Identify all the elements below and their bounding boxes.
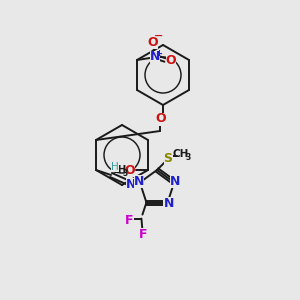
Text: N: N bbox=[164, 197, 174, 210]
Text: N: N bbox=[150, 50, 160, 64]
Text: H: H bbox=[111, 162, 119, 172]
Text: O: O bbox=[166, 53, 176, 67]
Text: +: + bbox=[155, 49, 163, 58]
Text: F: F bbox=[125, 214, 134, 227]
Text: −: − bbox=[154, 31, 164, 41]
Text: CH: CH bbox=[173, 149, 189, 159]
Text: O: O bbox=[148, 35, 158, 49]
Text: O: O bbox=[125, 164, 135, 176]
Text: S: S bbox=[164, 152, 172, 164]
Text: F: F bbox=[139, 228, 148, 241]
Text: N: N bbox=[134, 175, 144, 188]
Text: N: N bbox=[170, 175, 180, 188]
Text: CH: CH bbox=[111, 165, 127, 175]
Text: 3: 3 bbox=[185, 152, 190, 161]
Text: O: O bbox=[156, 112, 166, 125]
Text: 3: 3 bbox=[122, 169, 128, 178]
Text: N: N bbox=[126, 178, 136, 190]
